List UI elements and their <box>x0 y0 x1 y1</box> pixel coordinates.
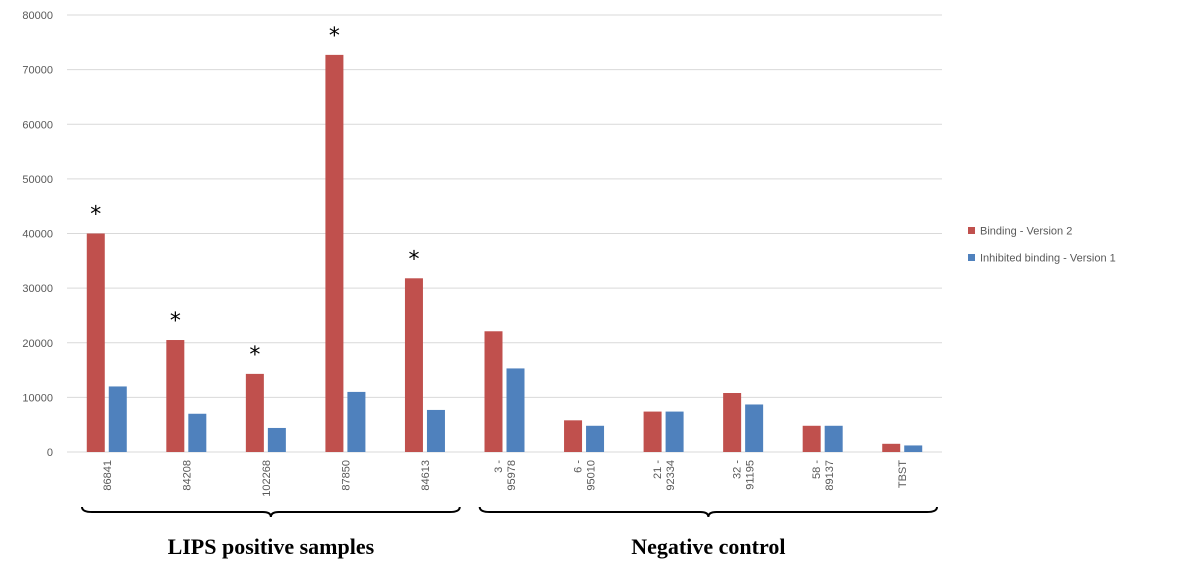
bar-binding <box>86 233 105 452</box>
group-braces: LIPS positive samples Negative control <box>81 506 938 559</box>
bar-inhibited <box>824 425 843 452</box>
y-tick-label: 10000 <box>22 392 53 404</box>
bar-inhibited <box>188 413 207 452</box>
y-tick-label: 60000 <box>22 119 53 131</box>
x-tick-label-line: 102268 <box>261 460 273 497</box>
x-tick-label-line: 84208 <box>181 460 193 491</box>
x-tick-label-line: 91195 <box>745 460 757 490</box>
x-tick-label-line: 87850 <box>340 460 352 491</box>
bar-binding <box>245 373 264 452</box>
x-tick-label-line: 32 - <box>732 460 744 479</box>
x-tick-label-line: 3 - <box>493 460 505 473</box>
x-tick-label: 84208 <box>181 460 193 491</box>
x-tick-label-line: 6 - <box>573 460 585 473</box>
x-tick-label-line: 95010 <box>586 460 598 491</box>
bar-binding <box>723 393 742 452</box>
x-tick-label: 6 -95010 <box>573 460 598 491</box>
x-tick-label-line: 95978 <box>506 460 518 491</box>
x-tick-label: 21 -92334 <box>652 460 677 491</box>
x-tick-label-line: 92334 <box>665 460 677 491</box>
x-tick-label: 32 -91195 <box>732 460 757 490</box>
significance-star: * <box>90 203 101 228</box>
x-tick-label-line: 89137 <box>824 460 836 491</box>
group-label: LIPS positive samples <box>168 534 375 559</box>
y-axis: 0 10000 20000 30000 40000 50000 60000 70000 8000… <box>22 10 53 459</box>
x-tick-label-line: 84613 <box>420 460 432 491</box>
x-tick-label-line: 86841 <box>102 460 114 491</box>
bar-inhibited <box>745 404 764 452</box>
y-tick-label: 0 <box>47 447 53 459</box>
x-tick-label: 87850 <box>340 460 352 491</box>
significance-star: * <box>170 309 181 334</box>
legend-label: Inhibited binding - Version 1 <box>980 253 1116 265</box>
x-axis: 86841 84208 102268 87850 84613 3 -95978 6 -950… <box>102 460 909 497</box>
x-tick-label: 102268 <box>261 460 273 497</box>
significance-markers: * * * * * <box>90 24 419 368</box>
y-tick-label: 80000 <box>22 10 53 22</box>
y-tick-label: 40000 <box>22 229 53 241</box>
x-tick-label: TBST <box>897 460 909 488</box>
bar-binding <box>484 331 503 452</box>
bar-binding <box>643 411 662 452</box>
bar-inhibited <box>267 427 286 452</box>
legend-swatch <box>968 227 975 234</box>
significance-star: * <box>329 24 340 49</box>
bar-binding <box>564 420 583 452</box>
bars <box>86 54 923 452</box>
x-tick-label: 3 -95978 <box>493 460 518 491</box>
x-tick-label: 84613 <box>420 460 432 491</box>
group-brace <box>478 506 938 518</box>
bar-inhibited <box>426 409 445 452</box>
bar-binding <box>404 278 423 452</box>
legend-swatch <box>968 254 975 261</box>
bar-inhibited <box>506 368 525 452</box>
x-tick-label-line: 58 - <box>811 460 823 479</box>
legend: Binding - Version 2 Inhibited binding - V… <box>968 226 1116 265</box>
y-tick-label: 30000 <box>22 283 53 295</box>
significance-star: * <box>249 343 260 368</box>
significance-star: * <box>408 247 419 272</box>
bar-binding <box>325 54 344 452</box>
x-tick-label: 58 -89137 <box>811 460 836 491</box>
x-tick-label-line: 21 - <box>652 460 664 479</box>
group-label: Negative control <box>631 534 785 559</box>
bar-binding <box>166 340 185 452</box>
bar-binding <box>882 443 901 452</box>
legend-label: Binding - Version 2 <box>980 226 1072 238</box>
gridlines <box>67 14 942 453</box>
bar-inhibited <box>665 411 684 452</box>
y-tick-label: 70000 <box>22 65 53 77</box>
x-tick-label: 86841 <box>102 460 114 491</box>
bar-inhibited <box>586 425 605 452</box>
bar-inhibited <box>108 386 127 452</box>
y-tick-label: 20000 <box>22 338 53 350</box>
bar-inhibited <box>904 445 923 452</box>
bar-binding <box>802 425 821 452</box>
y-tick-label: 50000 <box>22 174 53 186</box>
bar-inhibited <box>347 391 366 452</box>
x-tick-label-line: TBST <box>897 460 909 488</box>
group-brace <box>81 506 461 518</box>
